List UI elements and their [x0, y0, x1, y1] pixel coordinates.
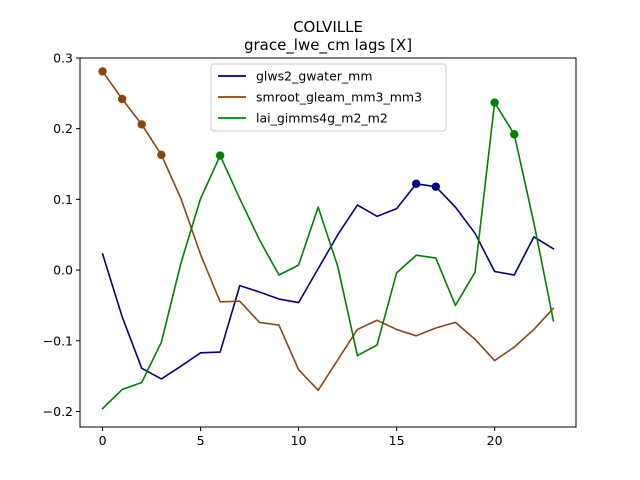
y-tick-label: −0.1 — [43, 333, 73, 348]
x-tick-label: 5 — [197, 433, 205, 448]
x-tick-label: 20 — [487, 433, 503, 448]
y-tick-label: 0.2 — [53, 121, 73, 136]
plot-frame — [79, 57, 577, 428]
x-tick-label: 10 — [291, 433, 307, 448]
legend: glws2_gwater_mm smroot_gleam_mm3_mm3 lai… — [210, 63, 447, 132]
chart-title: COLVILLE — [293, 18, 363, 36]
series-marker-smroot_gleam_mm3_mm3 — [157, 150, 166, 160]
chart-subtitle: grace_lwe_cm lags [X] — [244, 36, 412, 55]
y-tick-label: 0.0 — [53, 263, 73, 278]
series-line-lai_gimms4g_m2_m2 — [101, 101, 555, 410]
y-tick-label: 0.3 — [53, 51, 73, 66]
series-marker-lai_gimms4g_m2_m2 — [510, 130, 519, 139]
series-marker-lai_gimms4g_m2_m2 — [215, 151, 225, 160]
legend-label-smroot: smroot_gleam_mm3_mm3 — [256, 90, 422, 105]
series-line-glws2_gwater_mm — [101, 183, 555, 380]
series-line-smroot_gleam_mm3_mm3 — [101, 70, 555, 392]
series-layer — [98, 67, 555, 410]
series-marker-lai_gimms4g_m2_m2 — [490, 98, 499, 107]
series-marker-smroot_gleam_mm3_mm3 — [98, 67, 107, 76]
series-marker-glws2_gwater_mm — [431, 182, 441, 191]
y-tick-label: 0.1 — [53, 192, 73, 207]
x-tick-label: 15 — [389, 433, 405, 448]
legend-label-glws2: glws2_gwater_mm — [256, 69, 373, 84]
ticks-layer: 0 5 10 15 20 −0.2 −0.1 0.0 0.1 0.2 0.3 — [43, 51, 503, 449]
y-tick-label: −0.2 — [43, 404, 73, 419]
series-marker-glws2_gwater_mm — [412, 179, 421, 189]
legend-box — [210, 63, 447, 132]
x-tick-label: 0 — [99, 433, 107, 448]
legend-label-lai: lai_gimms4g_m2_m2 — [256, 111, 388, 126]
series-marker-smroot_gleam_mm3_mm3 — [117, 94, 127, 104]
series-marker-smroot_gleam_mm3_mm3 — [137, 120, 146, 129]
